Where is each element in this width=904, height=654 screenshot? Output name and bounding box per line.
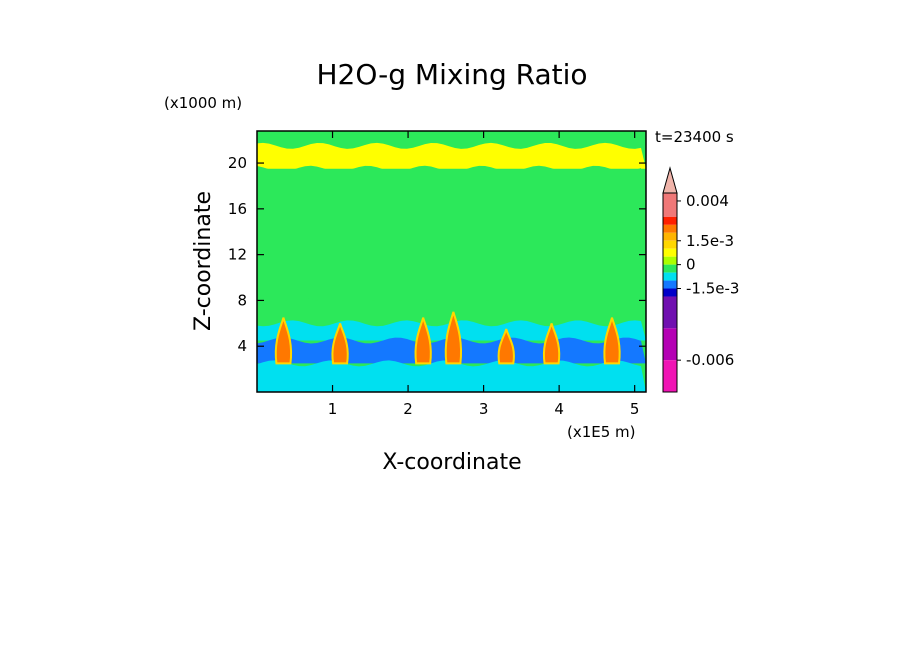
y-tick-label: 12	[228, 246, 247, 264]
plume	[497, 328, 515, 365]
colorbar-tick-label: -1.5e-3	[686, 280, 739, 298]
y-tick-label: 16	[228, 200, 247, 218]
field-band	[257, 360, 646, 392]
field-band	[257, 142, 646, 169]
colorbar-tick-label: -0.006	[686, 351, 734, 369]
colorbar-bin	[663, 280, 677, 289]
field-band	[257, 297, 646, 324]
colorbar	[662, 166, 678, 393]
plot-frame	[256, 130, 647, 393]
x-axis-label: X-coordinate	[382, 450, 521, 475]
y-axis-ticks: 4 8 12 16 20	[228, 154, 646, 355]
colorbar-bin	[663, 240, 677, 249]
colorbar-bin	[663, 360, 677, 392]
colorbar-bin	[663, 216, 677, 225]
x-tick-label: 4	[554, 400, 564, 418]
plume	[274, 317, 293, 365]
y-axis-label: Z-coordinate	[191, 191, 216, 331]
colorbar-tick-labels: 0.004 1.5e-3 0 -1.5e-3 -0.006	[677, 192, 739, 369]
colorbar-bin	[663, 272, 677, 281]
y-unit-label: (x1000 m)	[164, 94, 242, 112]
plume	[603, 317, 621, 365]
x-tick-label: 5	[630, 400, 640, 418]
y-tick-label: 8	[237, 291, 247, 309]
plume	[542, 323, 561, 365]
colorbar-frame	[662, 192, 678, 393]
colorbar-bin	[663, 256, 677, 265]
x-tick-label: 1	[328, 400, 338, 418]
x-tick-label: 2	[403, 400, 413, 418]
plume	[331, 323, 349, 365]
colorbar-tick-label: 0	[686, 256, 696, 274]
colorbar-bin	[663, 232, 677, 241]
colorbar-tick-label: 0.004	[686, 192, 729, 210]
x-axis-ticks: 1 2 3 4 5	[328, 131, 640, 418]
x-tick-label: 3	[479, 400, 489, 418]
field-band	[257, 165, 646, 301]
plume	[414, 317, 432, 365]
colorbar-bin	[663, 193, 677, 217]
field-band	[257, 131, 646, 146]
plume	[444, 311, 463, 365]
colorbar-bin	[663, 328, 677, 361]
colorbar-bin	[663, 296, 677, 329]
colorbar-bin	[663, 224, 677, 233]
time-label: t=23400 s	[655, 128, 734, 146]
colorbar-arrow	[662, 166, 678, 194]
heatmap-plot	[257, 131, 646, 392]
chart-title: H2O-g Mixing Ratio	[316, 58, 587, 91]
y-tick-label: 20	[228, 154, 247, 172]
y-tick-label: 4	[237, 337, 247, 355]
colorbar-bin	[663, 288, 677, 297]
colorbar-tick-label: 1.5e-3	[686, 232, 734, 250]
plume-layer	[274, 311, 621, 365]
x-unit-label: (x1E5 m)	[567, 423, 636, 441]
colorbar-bin	[663, 248, 677, 257]
colorbar-bin	[663, 264, 677, 273]
